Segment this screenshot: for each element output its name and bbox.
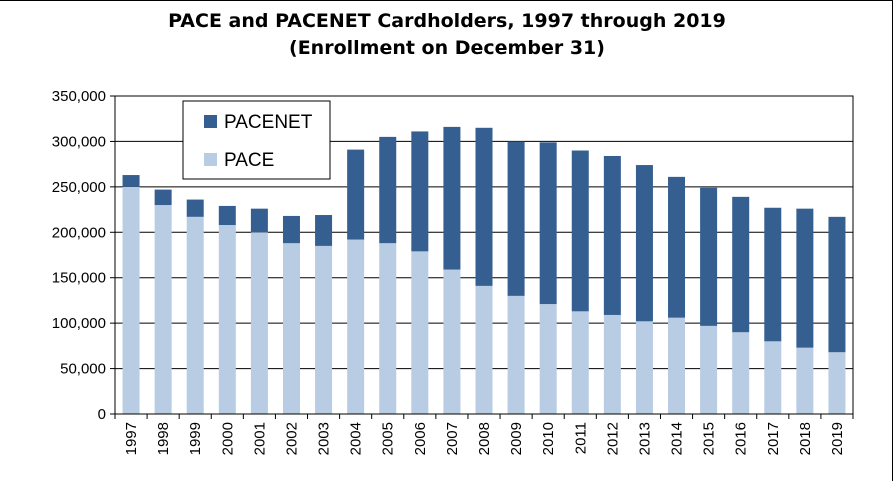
chart-title: PACE and PACENET Cardholders, 1997 throu… [168, 10, 726, 32]
bar-pacenet-2013 [635, 165, 653, 322]
bar-pacenet-2018 [796, 208, 814, 348]
x-tick-label: 2019 [829, 422, 846, 455]
bar-pace-2002 [282, 243, 300, 414]
x-tick-label: 2017 [765, 422, 782, 455]
x-tick-label: 2000 [219, 422, 236, 455]
y-tick-label: 0 [98, 406, 106, 423]
x-tick-label: 2016 [733, 422, 750, 455]
bar-pace-2008 [475, 285, 493, 414]
bar-pace-2013 [635, 321, 653, 414]
bar-pace-2000 [218, 225, 236, 414]
legend-swatch-pace [204, 153, 217, 166]
x-tick-label: 1998 [155, 422, 172, 455]
bar-pacenet-2000 [218, 205, 236, 226]
bar-pace-2003 [315, 245, 333, 414]
y-tick-label: 250,000 [52, 179, 106, 196]
bar-pace-2011 [571, 311, 589, 414]
x-tick-label: 2004 [348, 422, 365, 455]
x-tick-label: 2011 [572, 422, 589, 454]
bar-pacenet-2007 [443, 126, 461, 270]
x-tick-label: 2018 [797, 422, 814, 455]
x-tick-label: 2010 [540, 422, 557, 455]
x-tick-label: 2006 [412, 422, 429, 455]
y-tick-label: 350,000 [52, 88, 106, 105]
bar-pacenet-2012 [603, 155, 621, 315]
chart-title-block: PACE and PACENET Cardholders, 1997 throu… [0, 8, 894, 62]
x-tick-label: 2005 [380, 422, 397, 455]
x-tick-label: 2013 [636, 422, 653, 455]
bar-pace-2010 [539, 304, 557, 414]
bar-pacenet-1998 [154, 189, 172, 206]
bar-pacenet-2011 [571, 150, 589, 312]
bar-pace-2007 [443, 269, 461, 414]
bar-pacenet-2014 [668, 176, 686, 318]
x-tick-label: 2007 [444, 422, 461, 455]
bar-pace-1998 [154, 205, 172, 414]
bar-pace-2005 [379, 243, 397, 414]
x-tick-label: 1999 [187, 422, 204, 455]
bar-pacenet-2002 [282, 215, 300, 244]
x-tick-label: 2009 [508, 422, 525, 455]
bar-pacenet-2017 [764, 207, 782, 342]
y-tick-label: 50,000 [60, 361, 106, 378]
bar-pace-2018 [796, 347, 814, 414]
bar-pacenet-2008 [475, 127, 493, 286]
bar-pacenet-2009 [507, 141, 525, 296]
bar-pace-2012 [603, 314, 621, 414]
bar-pace-2004 [347, 239, 365, 414]
y-tick-label: 300,000 [52, 133, 106, 150]
y-tick-label: 100,000 [52, 315, 106, 332]
y-tick-label: 150,000 [52, 270, 106, 287]
bar-pace-2006 [411, 251, 429, 414]
x-tick-label: 2008 [476, 422, 493, 455]
bar-pacenet-1997 [122, 175, 140, 187]
x-tick-label: 2014 [669, 422, 686, 455]
bar-pacenet-2001 [250, 208, 268, 233]
bar-pacenet-2015 [700, 187, 718, 326]
bar-pace-2017 [764, 341, 782, 414]
bar-pacenet-2003 [315, 215, 333, 246]
x-tick-label: 2001 [251, 422, 268, 455]
plot-border [114, 95, 854, 415]
bar-pace-2001 [250, 232, 268, 414]
legend-label-pace: PACE [224, 150, 274, 171]
bar-pacenet-1999 [186, 199, 204, 217]
bar-pace-2016 [732, 332, 750, 414]
x-tick-label: 2015 [701, 422, 718, 455]
chart-subtitle: (Enrollment on December 31) [289, 37, 605, 59]
bar-pacenet-2004 [347, 149, 365, 240]
bar-pacenet-2019 [828, 216, 846, 353]
bar-pace-2019 [828, 352, 846, 414]
y-tick-label: 200,000 [52, 224, 106, 241]
bar-pacenet-2006 [411, 131, 429, 252]
bar-pacenet-2010 [539, 142, 557, 305]
bar-pace-1997 [122, 186, 140, 414]
legend-label-pacenet: PACENET [224, 112, 313, 133]
bar-pace-2014 [668, 317, 686, 414]
bar-pacenet-2005 [379, 136, 397, 244]
x-tick-label: 2003 [316, 422, 333, 455]
bar-pace-1999 [186, 216, 204, 414]
x-tick-label: 2012 [604, 422, 621, 455]
bar-pacenet-2016 [732, 196, 750, 333]
x-tick-label: 1997 [123, 422, 140, 455]
bar-pace-2009 [507, 295, 525, 414]
legend-swatch-pacenet [204, 115, 217, 128]
x-tick-label: 2002 [283, 422, 300, 455]
bar-pace-2015 [700, 325, 718, 414]
